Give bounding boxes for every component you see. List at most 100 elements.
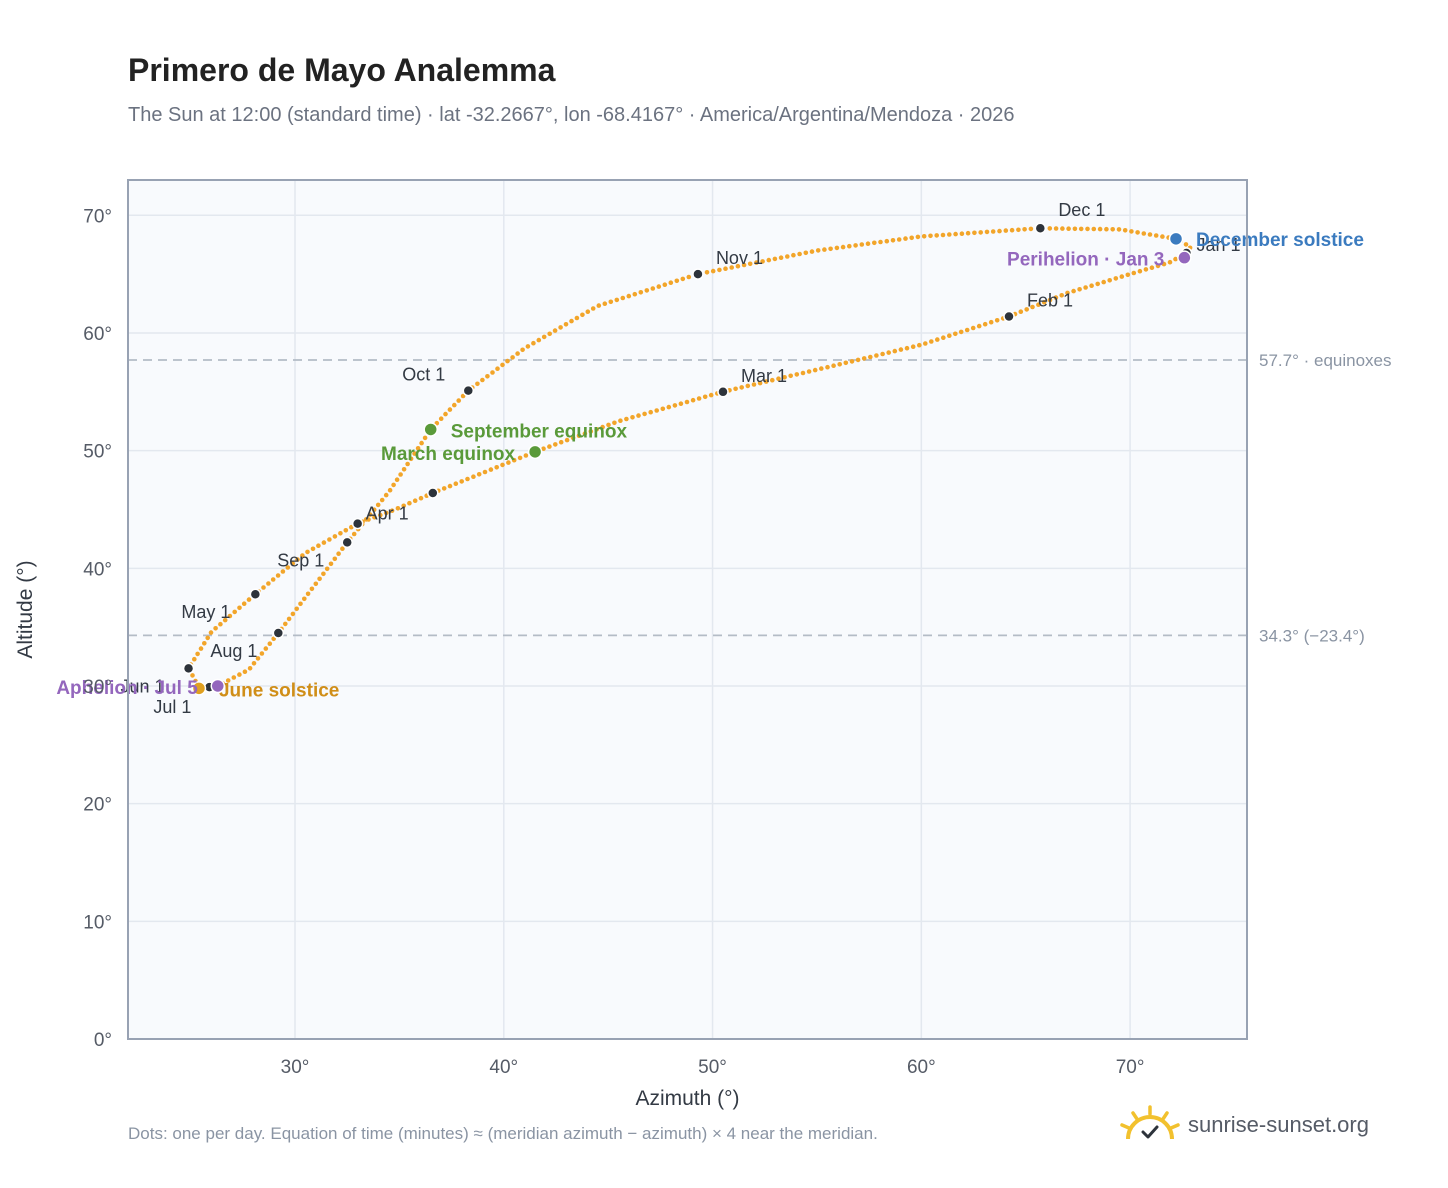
day-dot: [590, 306, 596, 311]
day-dot: [763, 379, 769, 384]
day-dot: [541, 446, 546, 452]
day-dot: [286, 616, 292, 622]
day-dot: [336, 551, 341, 556]
event-marker-label: March equinox: [381, 444, 516, 465]
month-marker-label: Apr 1: [366, 504, 409, 524]
day-dot: [723, 266, 728, 272]
day-dot: [997, 228, 1002, 234]
day-dot: [1161, 261, 1167, 267]
day-dot: [408, 456, 414, 462]
day-dot: [316, 543, 321, 548]
day-dot: [563, 322, 569, 327]
day-dot: [1183, 242, 1189, 247]
day-dot: [606, 422, 611, 428]
event-marker-dot: [423, 422, 438, 437]
day-dot: [596, 303, 602, 308]
day-dot: [1167, 259, 1173, 265]
day-dot: [909, 235, 914, 241]
day-dot: [1135, 230, 1140, 235]
day-dot: [660, 406, 666, 412]
day-dot: [772, 256, 778, 262]
day-dot: [878, 239, 883, 245]
day-dot: [576, 433, 582, 439]
event-markers: December solstice Perihelion · Jan 3 Septe…: [56, 230, 1364, 702]
day-dot: [626, 293, 632, 299]
day-dot: [982, 321, 988, 327]
day-dot: [1078, 226, 1084, 232]
day-dot: [684, 399, 690, 405]
day-dot: [794, 372, 800, 377]
day-dot: [612, 420, 617, 426]
day-dot: [940, 232, 946, 238]
month-marker-label: Feb 1: [1027, 290, 1073, 310]
day-dot: [321, 571, 326, 577]
day-dot: [383, 510, 389, 516]
month-marker-label: Oct 1: [402, 365, 445, 385]
day-dot: [553, 442, 558, 447]
day-dot: [1131, 270, 1137, 276]
day-dot: [1018, 309, 1024, 315]
day-dot: [620, 295, 626, 301]
y-tick-label: 70°: [83, 206, 112, 227]
month-marker-dot: [341, 536, 353, 549]
day-dot: [332, 556, 338, 562]
day-dot: [837, 362, 842, 367]
day-dot: [994, 318, 1000, 323]
day-dot: [704, 270, 710, 275]
day-dot: [733, 386, 738, 392]
day-dot: [886, 350, 891, 355]
day-dot: [865, 241, 871, 246]
day-dot: [371, 507, 377, 512]
day-dot: [394, 477, 400, 483]
day-dot: [1160, 234, 1165, 239]
day-dot: [488, 467, 494, 472]
day-dot: [791, 252, 796, 258]
day-dot: [696, 396, 702, 401]
day-dot: [976, 323, 982, 329]
day-dot: [267, 641, 273, 646]
day-dot: [903, 236, 908, 241]
x-tick-label: 40°: [489, 1057, 518, 1078]
day-dot: [218, 621, 223, 627]
day-dot: [747, 261, 753, 267]
day-dot: [310, 546, 316, 552]
day-dot: [935, 337, 940, 342]
month-marker-dot: [351, 517, 364, 530]
day-dot: [213, 626, 218, 631]
day-dot: [868, 354, 873, 360]
day-dot: [1077, 287, 1082, 292]
month-marker-label: Sep 1: [277, 550, 324, 570]
plot-frame: [127, 179, 1248, 1040]
day-dot: [343, 528, 349, 533]
day-dot: [558, 439, 564, 445]
day-dot: [255, 656, 261, 661]
day-dot: [332, 534, 338, 539]
day-dot: [465, 476, 470, 482]
day-dot: [770, 377, 775, 383]
day-dot: [1129, 229, 1134, 234]
day-dot: [729, 265, 734, 270]
day-dot: [1053, 295, 1059, 300]
day-dot: [672, 403, 678, 408]
y-tick-label: 10°: [83, 912, 112, 933]
plot-background: [128, 180, 1247, 1039]
day-dot: [475, 381, 480, 387]
day-dot: [569, 318, 574, 324]
day-dot: [222, 617, 228, 623]
day-dot: [295, 557, 300, 562]
day-dot: [558, 325, 563, 330]
brand-logo[interactable]: sunrise-sunset.org: [1120, 1100, 1369, 1150]
sun-icon: [1120, 1105, 1180, 1140]
month-marker-label: Jan 1: [1196, 235, 1240, 255]
day-dot: [208, 630, 214, 635]
month-marker-dot: [427, 487, 439, 499]
day-dot: [588, 429, 594, 434]
day-dot: [965, 230, 971, 236]
day-dot: [1024, 307, 1029, 312]
day-dot: [964, 327, 970, 333]
day-dot: [290, 611, 296, 617]
y-tick-label: 60°: [83, 324, 112, 345]
y-tick-label: 0°: [94, 1030, 112, 1051]
y-tick-label: 20°: [83, 795, 112, 816]
day-dot: [880, 351, 885, 357]
